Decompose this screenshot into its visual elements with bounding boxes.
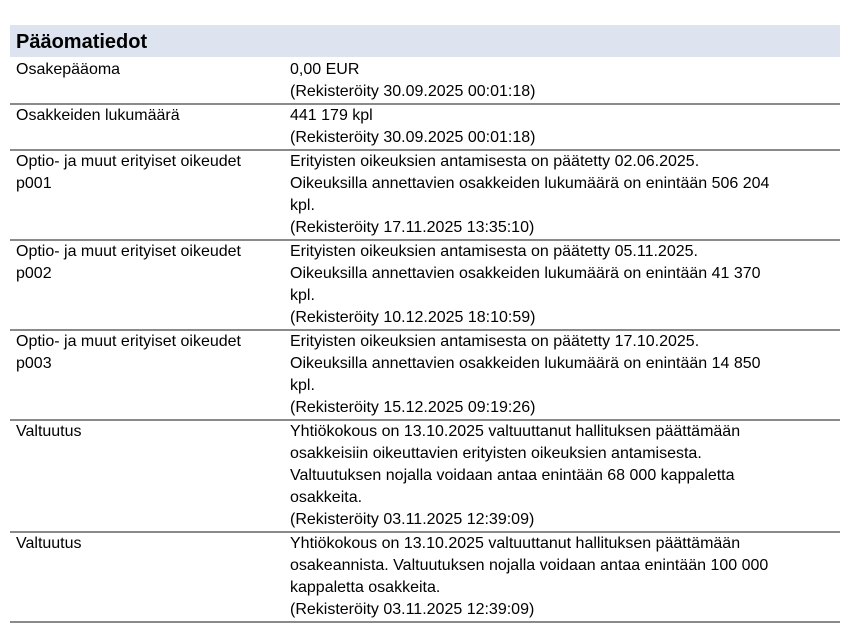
row-value-line: (Rekisteröity 03.11.2025 12:39:09) [290,511,535,528]
table-row: Valtuutus Yhtiökokous on 13.10.2025 valtu… [10,533,840,623]
table-row: Optio- ja muut erityiset oikeudet p002 Eri… [10,241,840,331]
row-label: Valtuutus [10,421,290,531]
table-row: Osakkeiden lukumäärä 441 179 kpl (Rekister… [10,105,840,151]
capital-info-table: Osakepääoma 0,00 EUR (Rekisteröity 30.09.2… [10,57,840,623]
row-value-line: kpl. [290,197,315,214]
row-value: Erityisten oikeuksien antamisesta on pää… [290,241,840,329]
row-value-line: kappaletta osakkeita. [290,579,441,596]
row-value-line: Valtuutuksen nojalla voidaan antaa enint… [290,467,735,484]
row-label: Optio- ja muut erityiset oikeudet p003 [10,331,290,419]
row-value-line: kpl. [290,377,315,394]
row-label-line: Optio- ja muut erityiset oikeudet [16,243,241,260]
row-value-line: kpl. [290,287,315,304]
row-value-line: 441 179 kpl [290,107,373,124]
row-value-line: (Rekisteröity 17.11.2025 13:35:10) [290,219,535,236]
section-title: Pääomatiedot [10,25,840,57]
row-value: 0,00 EUR (Rekisteröity 30.09.2025 00:01:1… [290,59,840,103]
table-row: Optio- ja muut erityiset oikeudet p003 Eri… [10,331,840,421]
row-value-line: Oikeuksilla annettavien osakkeiden lukum… [290,175,770,192]
row-label-line: p002 [16,265,52,282]
table-row: Osakepääoma 0,00 EUR (Rekisteröity 30.09.2… [10,59,840,105]
row-value-line: osakkeita. [290,489,363,506]
row-value-line: osakkeisiin oikeuttavien erityisten oike… [290,445,702,462]
row-label-line: Osakkeiden lukumäärä [16,107,180,124]
row-value-line: (Rekisteröity 03.11.2025 12:39:09) [290,601,535,618]
row-label-line: Valtuutus [16,423,82,440]
row-value: Yhtiökokous on 13.10.2025 valtuuttanut h… [290,421,840,531]
row-value-line: Oikeuksilla annettavien osakkeiden lukum… [290,355,761,372]
row-label-line: p001 [16,175,52,192]
row-value-line: Yhtiökokous on 13.10.2025 valtuuttanut h… [290,423,741,440]
row-label: Osakepääoma [10,59,290,103]
row-value-line: Oikeuksilla annettavien osakkeiden lukum… [290,265,761,282]
row-value: Yhtiökokous on 13.10.2025 valtuuttanut h… [290,533,840,621]
row-label: Optio- ja muut erityiset oikeudet p002 [10,241,290,329]
row-label-line: Optio- ja muut erityiset oikeudet [16,153,241,170]
row-value-line: (Rekisteröity 10.12.2025 18:10:59) [290,309,536,326]
row-value-line: (Rekisteröity 30.09.2025 00:01:18) [290,83,536,100]
row-value: Erityisten oikeuksien antamisesta on pää… [290,151,840,239]
row-label-line: Optio- ja muut erityiset oikeudet [16,333,241,350]
table-row: Valtuutus Yhtiökokous on 13.10.2025 valtu… [10,421,840,533]
row-value-line: Erityisten oikeuksien antamisesta on pää… [290,333,700,350]
row-value: 441 179 kpl (Rekisteröity 30.09.2025 00:0… [290,105,840,149]
row-value: Erityisten oikeuksien antamisesta on pää… [290,331,840,419]
row-label-line: p003 [16,355,52,372]
row-value-line: Yhtiökokous on 13.10.2025 valtuuttanut h… [290,535,741,552]
row-label: Optio- ja muut erityiset oikeudet p001 [10,151,290,239]
row-label: Valtuutus [10,533,290,621]
capital-info-section: Pääomatiedot Osakepääoma 0,00 EUR (Rekiste… [10,25,840,623]
row-value-line: osakeannista. Valtuutuksen nojalla voida… [290,557,769,574]
row-label-line: Osakepääoma [16,61,121,78]
row-label: Osakkeiden lukumäärä [10,105,290,149]
row-label-line: Valtuutus [16,535,82,552]
row-value-line: Erityisten oikeuksien antamisesta on pää… [290,153,700,170]
row-value-line: 0,00 EUR [290,61,360,78]
row-value-line: (Rekisteröity 15.12.2025 09:19:26) [290,399,536,416]
row-value-line: (Rekisteröity 30.09.2025 00:01:18) [290,129,536,146]
row-value-line: Erityisten oikeuksien antamisesta on pää… [290,243,698,260]
table-row: Optio- ja muut erityiset oikeudet p001 Eri… [10,151,840,241]
